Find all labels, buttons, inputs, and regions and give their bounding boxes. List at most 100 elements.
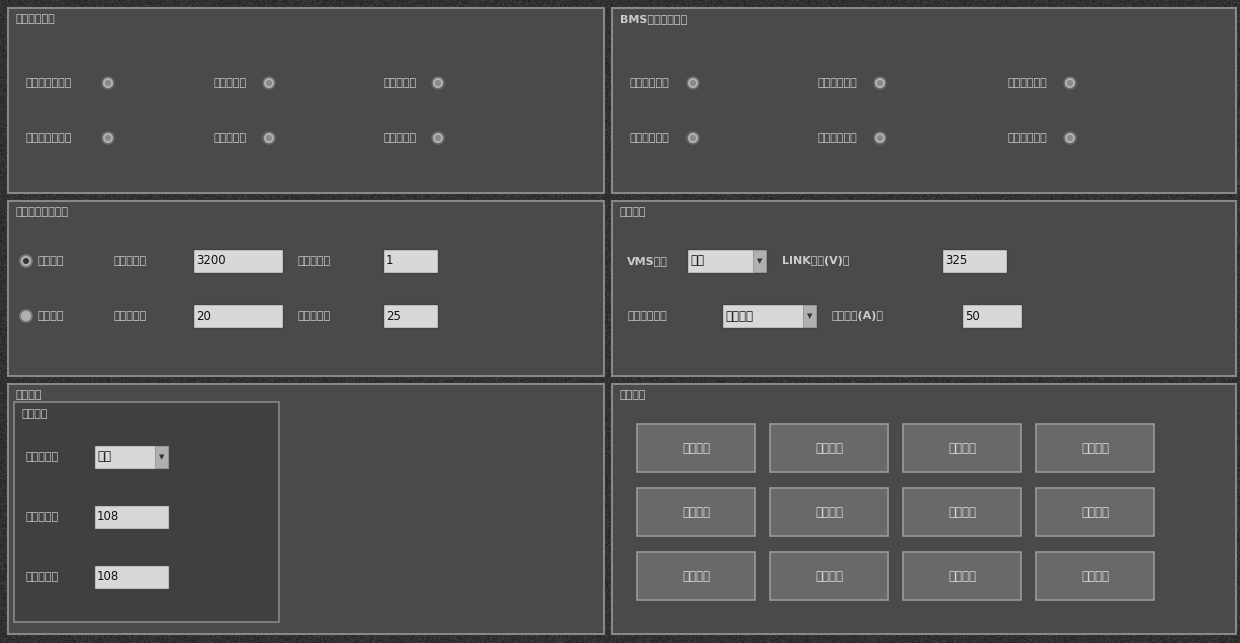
- Bar: [193, 304, 283, 328]
- Circle shape: [105, 80, 112, 86]
- Text: 电路设置: 电路设置: [815, 570, 843, 583]
- Text: ▼: ▼: [758, 258, 763, 264]
- Text: 充电接触器：: 充电接触器：: [817, 133, 857, 143]
- Text: 电压点数：: 电压点数：: [26, 512, 60, 522]
- Circle shape: [263, 77, 275, 89]
- Bar: [770, 552, 888, 600]
- Text: ▼: ▼: [159, 454, 165, 460]
- Circle shape: [435, 135, 441, 141]
- Circle shape: [102, 132, 114, 144]
- Text: BMS输出信息显示: BMS输出信息显示: [620, 14, 687, 24]
- Circle shape: [687, 77, 699, 89]
- Text: 108: 108: [97, 570, 119, 583]
- Circle shape: [687, 132, 699, 144]
- Text: 预充接触器：: 预充接触器：: [817, 78, 857, 88]
- Text: 一般漏电：: 一般漏电：: [213, 78, 246, 88]
- Text: 50: 50: [965, 309, 980, 323]
- Circle shape: [874, 132, 887, 144]
- Bar: [7, 384, 604, 634]
- Text: 发送命令: 发送命令: [949, 570, 976, 583]
- Bar: [637, 424, 755, 472]
- Circle shape: [689, 135, 696, 141]
- Bar: [613, 8, 1236, 193]
- Bar: [770, 424, 888, 472]
- Bar: [903, 552, 1021, 600]
- Text: 风扇接触器：: 风扇接触器：: [1007, 78, 1047, 88]
- Text: 电压温度设置参数: 电压温度设置参数: [16, 207, 69, 217]
- Text: 工地信息显示: 工地信息显示: [16, 14, 56, 24]
- Text: 锂电: 锂电: [97, 451, 112, 464]
- Bar: [613, 201, 1236, 376]
- Text: 充电模式: 充电模式: [1081, 505, 1109, 518]
- Circle shape: [877, 80, 883, 86]
- Text: 电池编号：: 电池编号：: [298, 256, 331, 266]
- Bar: [7, 8, 604, 193]
- Text: 1: 1: [386, 255, 393, 267]
- Bar: [637, 488, 755, 536]
- Bar: [770, 488, 888, 536]
- Circle shape: [267, 80, 272, 86]
- Bar: [942, 249, 1007, 273]
- Text: 整车点火信号：: 整车点火信号：: [26, 78, 72, 88]
- Circle shape: [877, 135, 883, 141]
- Bar: [94, 505, 169, 529]
- Bar: [1035, 488, 1154, 536]
- Circle shape: [263, 132, 275, 144]
- Text: 外充点火信号：: 外充点火信号：: [26, 133, 72, 143]
- Bar: [155, 446, 167, 468]
- Text: 所有电池: 所有电池: [38, 311, 64, 321]
- Text: 环路互锁：: 环路互锁：: [383, 133, 417, 143]
- Text: 25: 25: [386, 309, 401, 323]
- Text: LINK电压(V)：: LINK电压(V)：: [782, 256, 849, 266]
- Circle shape: [105, 135, 112, 141]
- Text: VMS命令: VMS命令: [627, 256, 668, 266]
- Text: 电池总线: 电池总线: [22, 409, 48, 419]
- Text: 严重漏电：: 严重漏电：: [213, 133, 246, 143]
- Bar: [804, 305, 816, 327]
- Bar: [14, 402, 279, 622]
- Text: 操作命令: 操作命令: [620, 390, 646, 400]
- Bar: [94, 565, 169, 589]
- Circle shape: [20, 310, 32, 322]
- Text: 充电点火: 充电点火: [682, 505, 711, 518]
- Bar: [687, 249, 768, 273]
- Text: 充电器状态：: 充电器状态：: [627, 311, 667, 321]
- Text: 整车点火: 整车点火: [682, 442, 711, 455]
- Text: 单个电池: 单个电池: [38, 256, 64, 266]
- Text: 信息模拟: 信息模拟: [620, 207, 646, 217]
- Circle shape: [689, 80, 696, 86]
- Text: 负极接触器：: 负极接触器：: [630, 133, 670, 143]
- Circle shape: [24, 258, 29, 264]
- Circle shape: [432, 132, 444, 144]
- Circle shape: [102, 77, 114, 89]
- Bar: [383, 249, 438, 273]
- Bar: [383, 304, 438, 328]
- Circle shape: [1064, 132, 1076, 144]
- Text: 断开: 断开: [689, 255, 704, 267]
- Text: 电压设置: 电压设置: [815, 505, 843, 518]
- Text: 电池总线: 电池总线: [16, 390, 42, 400]
- Text: 请求充电: 请求充电: [725, 309, 753, 323]
- Bar: [1035, 552, 1154, 600]
- Text: 325: 325: [945, 255, 967, 267]
- Text: 严重漏电: 严重漏电: [949, 505, 976, 518]
- Text: 充电电流(A)：: 充电电流(A)：: [832, 311, 884, 321]
- Text: 电池类型：: 电池类型：: [26, 452, 60, 462]
- Text: 一般漏电: 一般漏电: [949, 442, 976, 455]
- Bar: [1035, 424, 1154, 472]
- Text: 20: 20: [196, 309, 211, 323]
- Circle shape: [20, 255, 32, 267]
- Bar: [193, 249, 283, 273]
- Text: 输出电压：: 输出电压：: [113, 311, 146, 321]
- Text: 正常接触器：: 正常接触器：: [630, 78, 670, 88]
- Bar: [903, 424, 1021, 472]
- Text: 温度点数：: 温度点数：: [26, 572, 60, 582]
- Circle shape: [435, 80, 441, 86]
- Bar: [613, 384, 1236, 634]
- Text: 环路互锁: 环路互锁: [682, 570, 711, 583]
- Text: 电池温度：: 电池温度：: [298, 311, 331, 321]
- Text: 预留接触器：: 预留接触器：: [1007, 133, 1047, 143]
- Bar: [7, 201, 604, 376]
- Text: 行驶模式: 行驶模式: [1081, 442, 1109, 455]
- Text: 速度预警：: 速度预警：: [383, 78, 417, 88]
